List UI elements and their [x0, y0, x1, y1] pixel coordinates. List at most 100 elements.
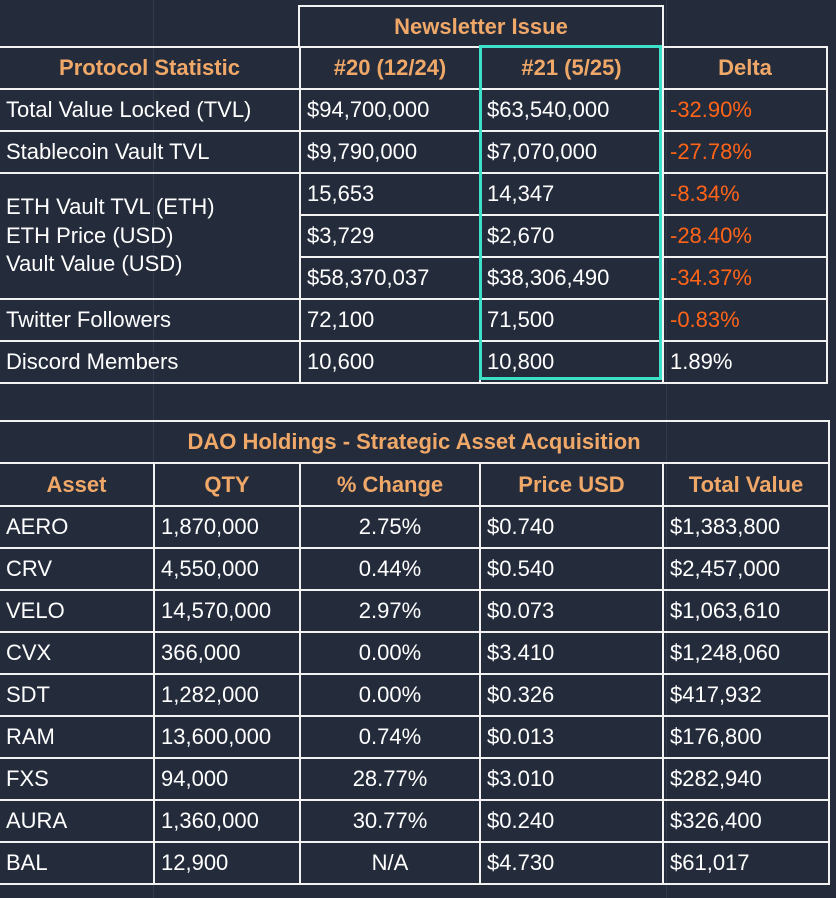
asset-name: RAM [0, 715, 155, 759]
stat-label: Vault Value (USD) [6, 251, 183, 277]
asset-name: FXS [0, 757, 155, 801]
stat-delta: -32.90% [662, 88, 828, 132]
stat-delta: -0.83% [662, 298, 828, 342]
stat-delta: -34.37% [662, 256, 828, 300]
asset-price: $4.730 [479, 841, 664, 885]
asset-qty: 1,282,000 [153, 673, 301, 717]
stat-delta: 1.89% [662, 340, 828, 384]
asset-name: BAL [0, 841, 155, 885]
stat-value-21: $38,306,490 [479, 256, 664, 300]
asset-pct-change: 28.77% [299, 757, 481, 801]
asset-total-value: $61,017 [661, 841, 831, 885]
protocol-statistics-table: Protocol Statistic #20 (12/24) #21 (5/25… [0, 46, 828, 384]
column-header-price: Price USD [479, 462, 664, 507]
dao-holdings-table: DAO Holdings - Strategic Asset Acquisiti… [0, 420, 831, 885]
asset-name: AURA [0, 799, 155, 843]
asset-price: $3.010 [479, 757, 664, 801]
asset-qty: 13,600,000 [153, 715, 301, 759]
table-row: SDT 1,282,000 0.00% $0.326 $417,932 [0, 673, 831, 717]
stat-value-21: $7,070,000 [479, 130, 664, 174]
asset-price: $0.013 [479, 715, 664, 759]
table-row: CVX 366,000 0.00% $3.410 $1,248,060 [0, 631, 831, 675]
asset-total-value: $2,457,000 [661, 547, 831, 591]
asset-price: $0.326 [479, 673, 664, 717]
table-row: $3,729 $2,670 -28.40% [0, 214, 828, 258]
asset-pct-change: 0.44% [299, 547, 481, 591]
stat-delta: -27.78% [662, 130, 828, 174]
column-header-issue-21: #21 (5/25) [479, 46, 664, 90]
asset-name: VELO [0, 589, 155, 633]
column-header-qty: QTY [153, 462, 301, 507]
column-header-asset: Asset [0, 462, 155, 507]
asset-pct-change: 2.97% [299, 589, 481, 633]
asset-price: $3.410 [479, 631, 664, 675]
stat-delta: -8.34% [662, 172, 828, 216]
asset-pct-change: 30.77% [299, 799, 481, 843]
stat-value-20: 72,100 [299, 298, 481, 342]
asset-qty: 4,550,000 [153, 547, 301, 591]
table-row: VELO 14,570,000 2.97% $0.073 $1,063,610 [0, 589, 831, 633]
asset-total-value: $1,383,800 [661, 505, 831, 549]
stat-delta: -28.40% [662, 214, 828, 258]
stat-label: ETH Vault TVL (ETH) [6, 194, 215, 220]
asset-total-value: $417,932 [661, 673, 831, 717]
column-header-total-value: Total Value [661, 462, 831, 507]
table-row: Stablecoin Vault TVL $9,790,000 $7,070,0… [0, 130, 828, 174]
table-row: Twitter Followers 72,100 71,500 -0.83% [0, 298, 828, 342]
asset-name: AERO [0, 505, 155, 549]
newsletter-issue-header: Newsletter Issue [298, 5, 664, 48]
asset-qty: 1,360,000 [153, 799, 301, 843]
column-header-issue-20: #20 (12/24) [299, 46, 481, 90]
stat-label: ETH Price (USD) [6, 222, 174, 248]
asset-name: CRV [0, 547, 155, 591]
table-row: RAM 13,600,000 0.74% $0.013 $176,800 [0, 715, 831, 759]
stat-value-21: 14,347 [479, 172, 664, 216]
asset-name: CVX [0, 631, 155, 675]
stat-value-20: $94,700,000 [299, 88, 481, 132]
table-row: Total Value Locked (TVL) $94,700,000 $63… [0, 88, 828, 132]
stat-value-21: $2,670 [479, 214, 664, 258]
asset-total-value: $282,940 [661, 757, 831, 801]
asset-name: SDT [0, 673, 155, 717]
asset-price: $0.740 [479, 505, 664, 549]
table-row: AERO 1,870,000 2.75% $0.740 $1,383,800 [0, 505, 831, 549]
eth-vault-labels: ETH Vault TVL (ETH) ETH Price (USD) Vaul… [0, 172, 301, 300]
table-row: FXS 94,000 28.77% $3.010 $282,940 [0, 757, 831, 801]
table-row: $58,370,037 $38,306,490 -34.37% [0, 256, 828, 300]
asset-pct-change: 0.74% [299, 715, 481, 759]
asset-qty: 12,900 [153, 841, 301, 885]
asset-pct-change: N/A [299, 841, 481, 885]
stat-value-20: $3,729 [299, 214, 481, 258]
asset-pct-change: 0.00% [299, 673, 481, 717]
table-row: BAL 12,900 N/A $4.730 $61,017 [0, 841, 831, 885]
stat-label: Discord Members [0, 340, 301, 384]
asset-pct-change: 0.00% [299, 631, 481, 675]
stat-value-20: 15,653 [299, 172, 481, 216]
stat-value-21: 71,500 [479, 298, 664, 342]
asset-pct-change: 2.75% [299, 505, 481, 549]
asset-total-value: $1,248,060 [661, 631, 831, 675]
protocol-header-row: Protocol Statistic #20 (12/24) #21 (5/25… [0, 46, 828, 90]
holdings-header-row: Asset QTY % Change Price USD Total Value [0, 462, 831, 507]
stat-label: Twitter Followers [0, 298, 301, 342]
asset-price: $0.540 [479, 547, 664, 591]
asset-total-value: $1,063,610 [661, 589, 831, 633]
column-header-delta: Delta [662, 46, 828, 90]
asset-price: $0.240 [479, 799, 664, 843]
table-row: Discord Members 10,600 10,800 1.89% [0, 340, 828, 384]
asset-qty: 366,000 [153, 631, 301, 675]
stat-label: Total Value Locked (TVL) [0, 88, 301, 132]
table-row: CRV 4,550,000 0.44% $0.540 $2,457,000 [0, 547, 831, 591]
holdings-title-row: DAO Holdings - Strategic Asset Acquisiti… [0, 420, 831, 464]
stat-value-20: $58,370,037 [299, 256, 481, 300]
table-row: ETH Vault TVL (ETH) ETH Price (USD) Vaul… [0, 172, 828, 300]
stat-value-20: $9,790,000 [299, 130, 481, 174]
stat-label: Stablecoin Vault TVL [0, 130, 301, 174]
stat-value-21: 10,800 [479, 340, 664, 384]
table-row: AURA 1,360,000 30.77% $0.240 $326,400 [0, 799, 831, 843]
stat-value-21: $63,540,000 [479, 88, 664, 132]
asset-total-value: $326,400 [661, 799, 831, 843]
holdings-title: DAO Holdings - Strategic Asset Acquisiti… [0, 420, 831, 464]
asset-price: $0.073 [479, 589, 664, 633]
asset-qty: 94,000 [153, 757, 301, 801]
